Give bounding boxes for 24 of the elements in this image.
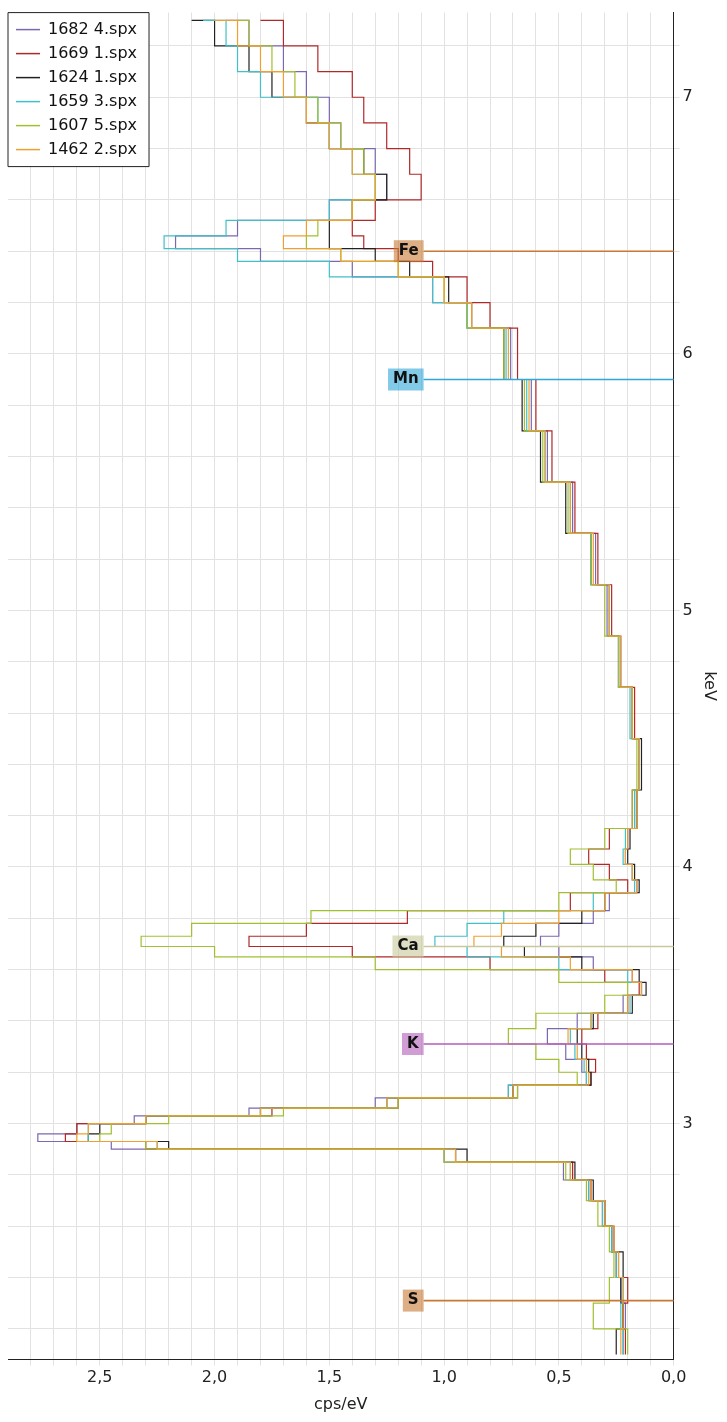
legend-label: 1682 4.spx bbox=[48, 18, 138, 38]
ref-line-label: S bbox=[407, 1290, 419, 1309]
x-tick-label: 1,5 bbox=[316, 1367, 343, 1387]
y-tick-label: 5 bbox=[682, 599, 693, 619]
ref-line-label: Fe bbox=[398, 241, 419, 260]
x-tick-label: 2,0 bbox=[201, 1367, 228, 1387]
legend-label: 1607 5.spx bbox=[48, 114, 138, 134]
x-tick-label: 0,5 bbox=[546, 1367, 572, 1387]
x-tick-label: 1,0 bbox=[431, 1367, 457, 1387]
x-tick-label: 2,5 bbox=[87, 1367, 113, 1387]
ref-line-label: Ca bbox=[397, 936, 419, 955]
y-tick-label: 4 bbox=[682, 856, 693, 876]
y-tick-label: 6 bbox=[682, 343, 693, 362]
legend-label: 1659 3.spx bbox=[48, 90, 138, 110]
legend-label: 1624 1.spx bbox=[48, 66, 138, 86]
y-axis-title: keV bbox=[701, 671, 721, 701]
legend-label: 1669 1.spx bbox=[48, 42, 138, 62]
y-tick-label: 7 bbox=[682, 86, 693, 106]
legend-label: 1462 2.spx bbox=[48, 138, 138, 158]
ref-line-label: Mn bbox=[393, 369, 419, 388]
ref-line-label: K bbox=[407, 1033, 420, 1052]
x-tick-label: 0,0 bbox=[660, 1367, 687, 1387]
y-tick-label: 3 bbox=[682, 1112, 693, 1132]
x-axis-title: cps/eV bbox=[314, 1393, 368, 1413]
